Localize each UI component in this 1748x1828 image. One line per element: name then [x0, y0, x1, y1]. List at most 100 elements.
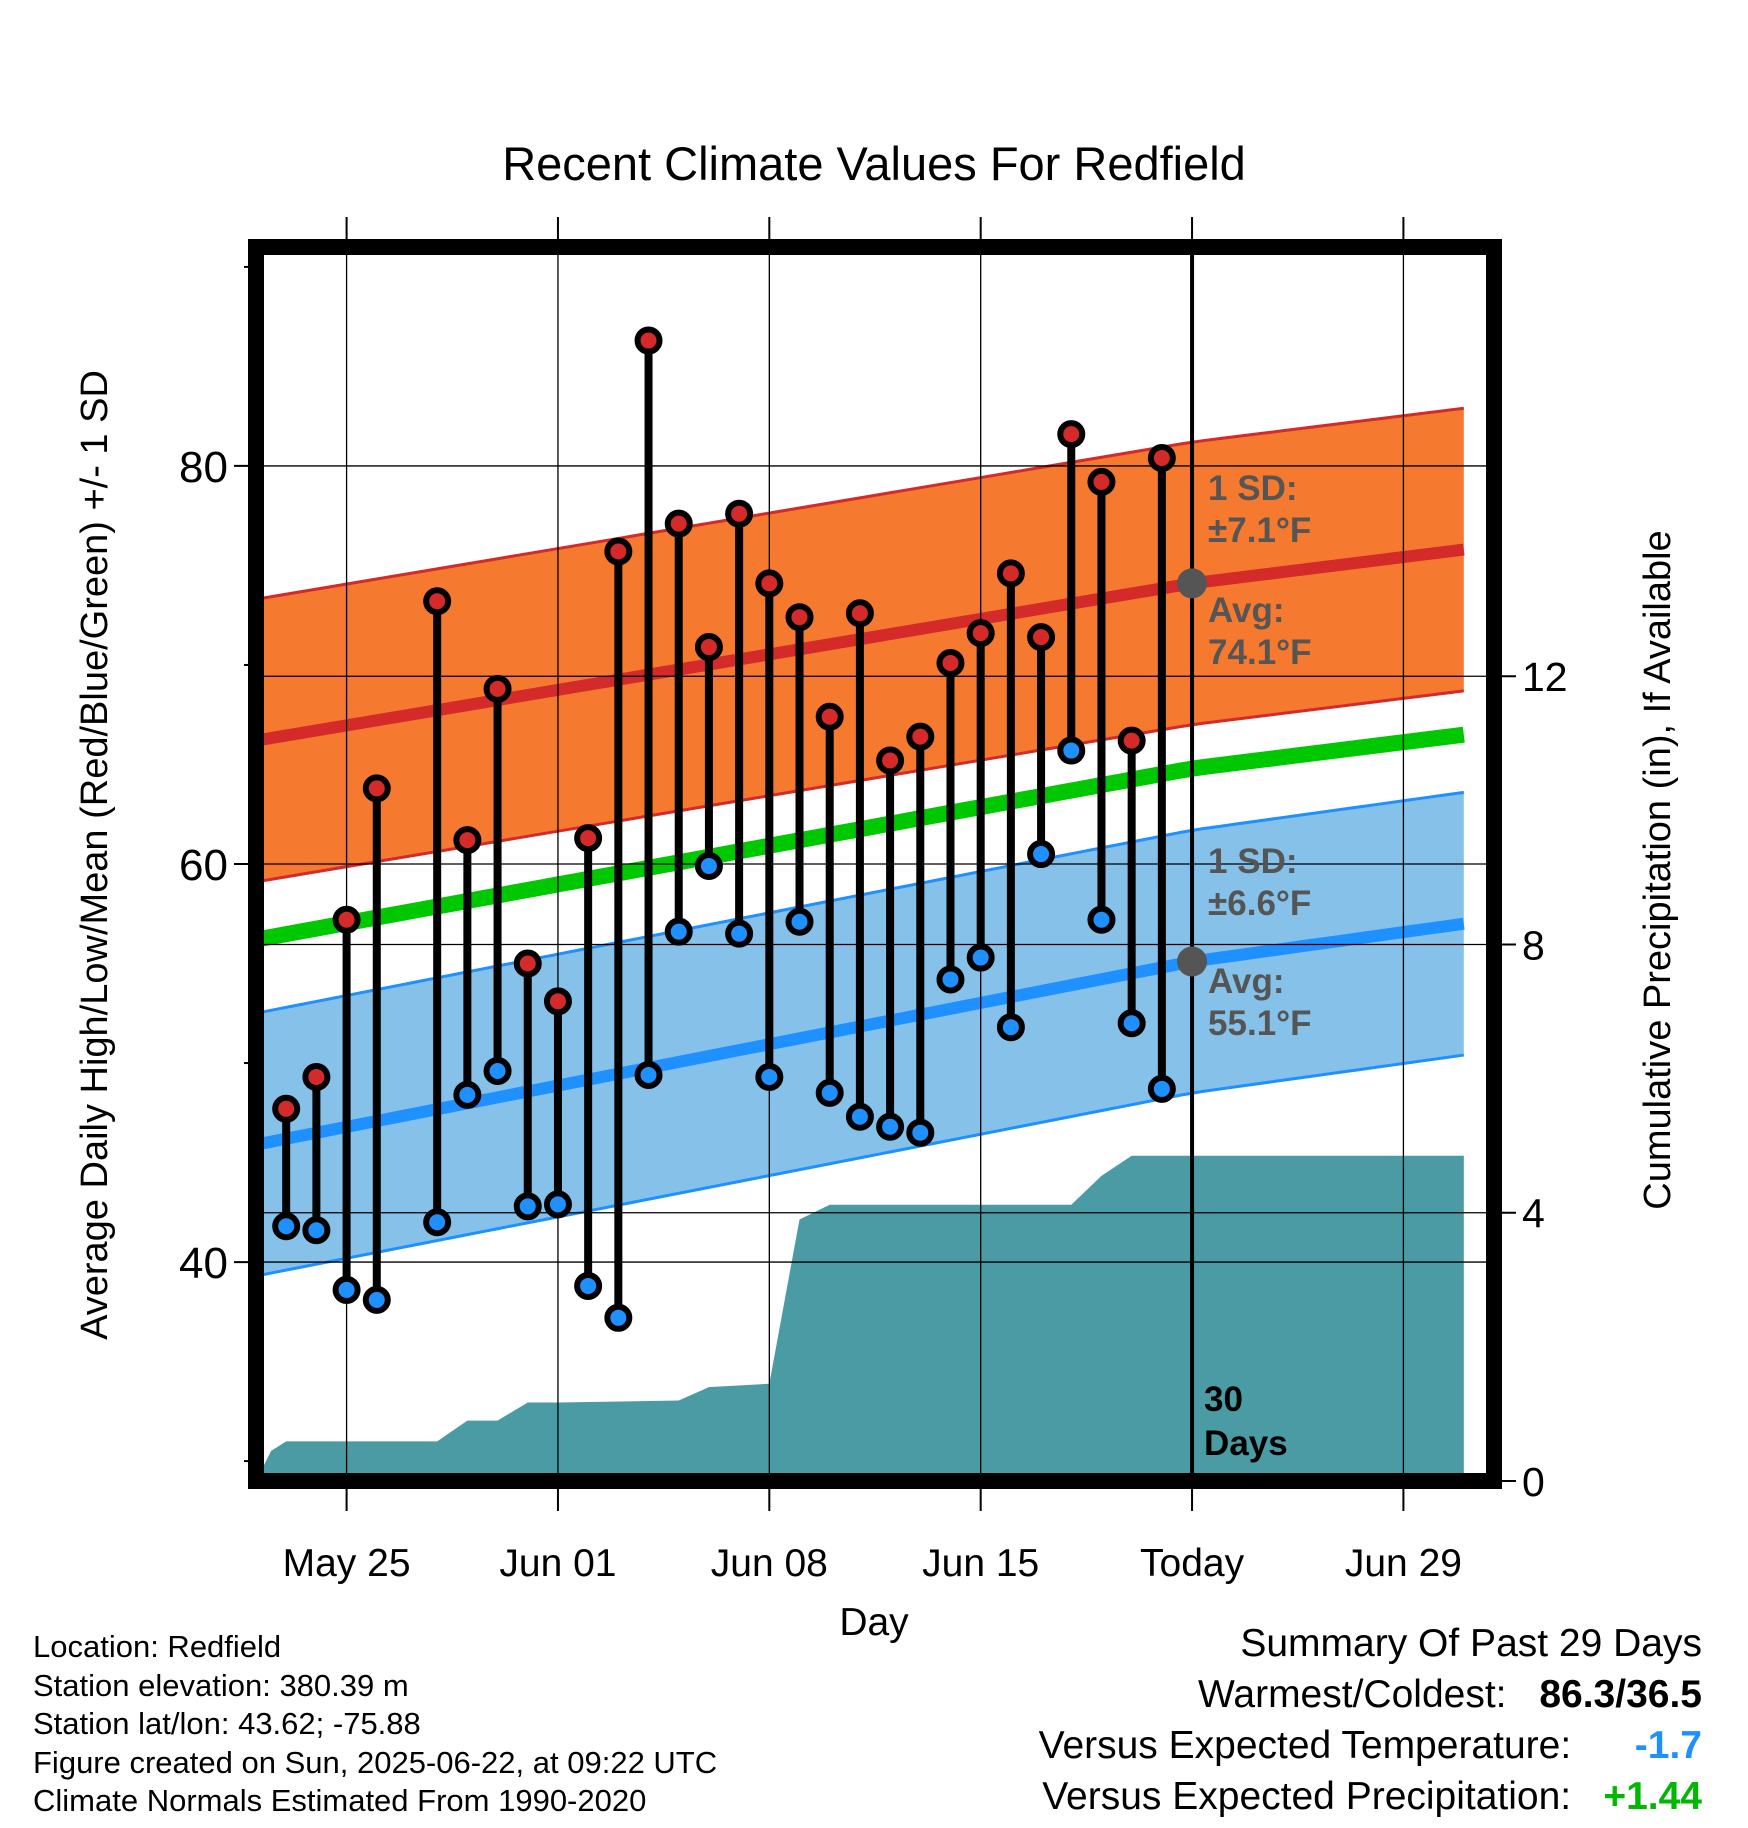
y2-tick-label: 8	[1522, 922, 1545, 968]
chart-title: Recent Climate Values For Redfield	[502, 137, 1246, 190]
low-sd-annotation-line1: 1 SD:	[1208, 842, 1297, 881]
daily-high-point	[423, 587, 452, 616]
x-tick-label: Jun 01	[499, 1542, 616, 1585]
daily-high-point	[755, 569, 784, 598]
summary-panel: Summary Of Past 29 Days Warmest/Coldest:…	[1039, 1618, 1702, 1822]
daily-low-point	[936, 965, 965, 994]
coldest-value: 36.5	[1626, 1673, 1702, 1716]
high-band-upper-edge	[256, 406, 1464, 601]
summary-precipitation: Versus Expected Precipitation: +1.44	[1039, 1771, 1702, 1822]
y2-tick-label: 0	[1522, 1459, 1545, 1505]
x-tick-label: Today	[1140, 1542, 1245, 1585]
daily-high-point	[815, 702, 844, 731]
summary-temperature: Versus Expected Temperature: -1.7	[1039, 1720, 1702, 1771]
daily-high-point	[362, 774, 391, 803]
y-axis-label: Average Daily High/Low/Mean (Red/Blue/Gr…	[74, 370, 116, 1340]
daily-low-point	[876, 1112, 905, 1141]
daily-low-point	[634, 1060, 663, 1089]
warm-cold-values: 86.3/36.5	[1539, 1669, 1702, 1720]
daily-high-point	[272, 1094, 301, 1123]
daily-high-point	[483, 674, 512, 703]
daily-low-point	[1117, 1009, 1146, 1038]
x-tick-label: Jun 29	[1345, 1542, 1462, 1585]
daily-low-point	[332, 1275, 361, 1304]
daily-high-point	[453, 826, 482, 855]
daily-low-point	[453, 1080, 482, 1109]
daily-high-point	[996, 559, 1025, 588]
daily-high-point	[543, 987, 572, 1016]
daily-low-point	[694, 851, 723, 880]
y2-tick-label: 12	[1522, 654, 1568, 700]
x-axis-label: Day	[839, 1601, 909, 1644]
daily-high-point	[1087, 467, 1116, 496]
x-tick-label: Jun 15	[922, 1542, 1039, 1585]
daily-low-point	[272, 1212, 301, 1241]
daily-high-point	[785, 603, 814, 632]
daily-low-point	[1087, 905, 1116, 934]
temp-value: -1.7	[1634, 1724, 1702, 1767]
low-sd-annotation-line2: ±6.6°F	[1208, 884, 1311, 923]
temp-label: Versus Expected Temperature:	[1038, 1724, 1572, 1767]
x-tick-label: Jun 08	[711, 1542, 828, 1585]
daily-low-point	[785, 907, 814, 936]
daily-low-point	[1057, 736, 1086, 765]
low-avg-annotation-line1: Avg:	[1208, 962, 1284, 1001]
daily-low-point	[966, 943, 995, 972]
daily-high-point	[664, 509, 693, 538]
daily-low-point	[513, 1192, 542, 1221]
warmest-value: 86.3	[1539, 1673, 1616, 1716]
daily-high-point	[574, 824, 603, 853]
daily-low-point	[996, 1013, 1025, 1042]
high-avg-marker	[1177, 568, 1208, 599]
daily-high-point	[845, 599, 874, 628]
low-avg-marker	[1177, 946, 1208, 977]
created-text: Figure created on Sun, 2025-06-22, at 09…	[33, 1744, 718, 1780]
daily-high-point	[694, 633, 723, 662]
x-tick-label: May 25	[283, 1542, 411, 1585]
today-days-label-line2: Days	[1204, 1424, 1288, 1463]
high-avg-annotation-line1: Avg:	[1208, 591, 1284, 630]
daily-low-point	[604, 1303, 633, 1332]
high-sd-annotation-line2: ±7.1°F	[1208, 511, 1311, 550]
daily-low-point	[574, 1271, 603, 1300]
y2-axis-label: Cumulative Precipitation (in), If Availa…	[1637, 530, 1679, 1209]
y-tick-label: 40	[179, 1239, 228, 1288]
daily-high-point	[513, 949, 542, 978]
daily-high-point	[906, 722, 935, 751]
precip-area	[256, 1155, 1464, 1481]
daily-low-point	[664, 917, 693, 946]
daily-low-point	[755, 1062, 784, 1091]
daily-low-point	[483, 1056, 512, 1085]
daily-low-point	[845, 1102, 874, 1131]
high-sd-annotation-line1: 1 SD:	[1208, 469, 1297, 508]
warm-cold-label: Warmest/Coldest:	[1198, 1673, 1507, 1716]
daily-high-point	[302, 1062, 331, 1091]
station-info: Location: Redfield Station elevation: 38…	[33, 1628, 717, 1821]
daily-low-point	[302, 1216, 331, 1245]
daily-low-point	[362, 1285, 391, 1314]
daily-high-point	[1027, 623, 1056, 652]
daily-low-point	[423, 1208, 452, 1237]
daily-high-point	[1147, 443, 1176, 472]
y2-tick-label: 4	[1522, 1191, 1545, 1237]
today-days-label-line1: 30	[1204, 1380, 1243, 1419]
daily-high-point	[876, 746, 905, 775]
daily-high-point	[1117, 726, 1146, 755]
low-avg-annotation-line2: 55.1°F	[1208, 1004, 1312, 1043]
daily-high-point	[936, 648, 965, 677]
daily-high-point	[332, 905, 361, 934]
elevation-text: Station elevation: 380.39 m	[33, 1667, 409, 1703]
daily-high-point	[966, 619, 995, 648]
daily-low-point	[1027, 840, 1056, 869]
precip-label: Versus Expected Precipitation:	[1042, 1775, 1572, 1818]
daily-low-point	[1147, 1074, 1176, 1103]
summary-warm-cold: Warmest/Coldest: 86.3/36.5	[1039, 1669, 1702, 1720]
precip-value: +1.44	[1603, 1775, 1702, 1818]
y-tick-label: 80	[179, 443, 228, 492]
daily-low-point	[543, 1190, 572, 1219]
y-tick-label: 60	[179, 841, 228, 890]
daily-high-point	[725, 499, 754, 528]
daily-high-point	[634, 326, 663, 355]
